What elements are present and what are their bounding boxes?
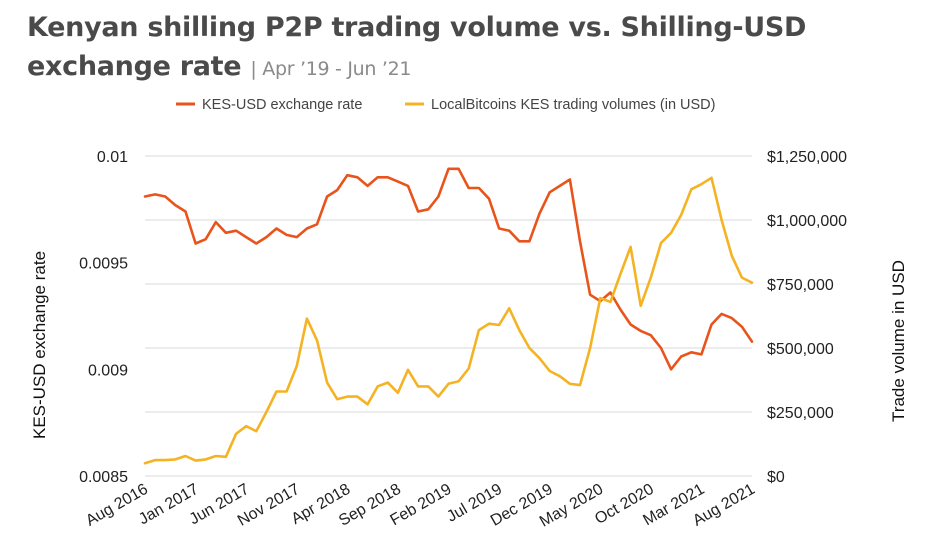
chart-title: Kenyan shilling P2P trading volume vs. S… [27,12,807,82]
right-tick-label: $0 [767,469,785,486]
legend: KES-USD exchange rate LocalBitcoins KES … [176,97,715,113]
right-tick-label: $1,000,000 [767,213,847,230]
right-tick-label: $750,000 [767,277,834,294]
left-axis-label: KES-USD exchange rate [30,251,49,439]
left-tick-label: 0.009 [88,362,128,379]
series-line-trading-volume [143,176,754,465]
chart-subtitle: | Apr ’19 - Jun ’21 [250,58,412,80]
right-tick-label: $1,250,000 [767,149,847,166]
legend-label-trading-volume: LocalBitcoins KES trading volumes (in US… [431,97,715,113]
right-tick-label: $250,000 [767,405,834,422]
series-line-exchange-rate [143,167,754,371]
gridlines [145,155,752,477]
right-tick-label: $500,000 [767,341,834,358]
left-tick-label: 0.0085 [79,469,128,486]
left-tick-label: 0.01 [97,149,128,166]
left-axis-ticks: 0.01 0.0095 0.009 0.0085 [79,149,128,486]
legend-label-exchange-rate: KES-USD exchange rate [202,97,362,113]
left-tick-label: 0.0095 [79,256,128,273]
right-axis-label: Trade volume in USD [889,260,908,422]
series-lines [143,167,754,465]
right-axis-ticks: $1,250,000 $1,000,000 $750,000 $500,000 $250… [767,149,847,486]
